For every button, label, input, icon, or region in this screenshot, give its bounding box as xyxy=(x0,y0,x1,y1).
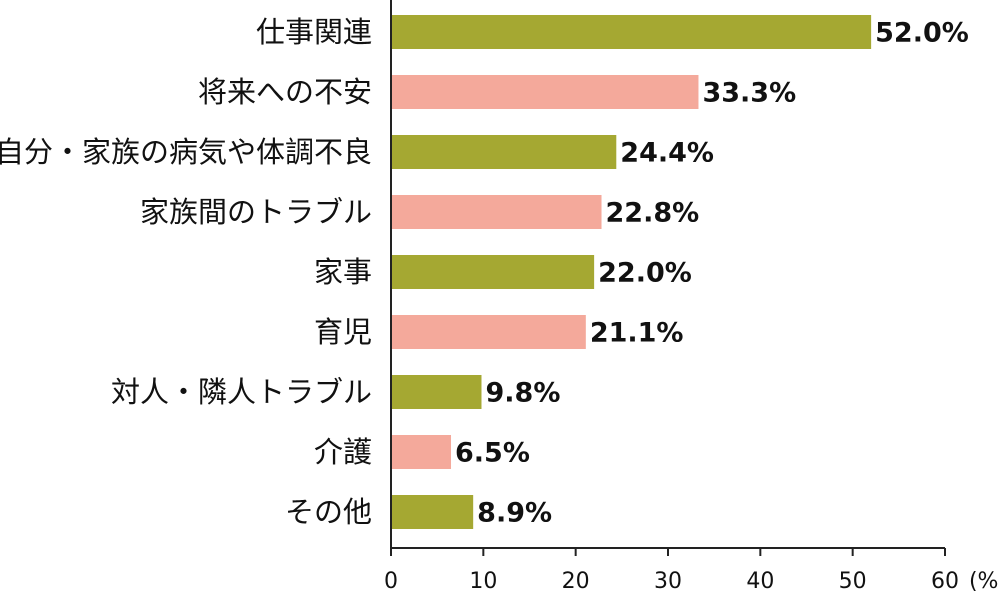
value-label: 9.8% xyxy=(485,378,560,409)
bar xyxy=(391,15,872,49)
x-tick-label: 50 xyxy=(839,569,867,594)
category-label: 仕事関連 xyxy=(256,15,372,49)
value-label: 21.1% xyxy=(590,318,684,349)
category-label: 将来への不安 xyxy=(198,75,372,109)
category-label: 対人・隣人トラブル xyxy=(111,375,372,409)
bar xyxy=(391,435,452,469)
value-label: 33.3% xyxy=(702,78,796,109)
value-label: 6.5% xyxy=(455,438,530,469)
x-tick-label: 20 xyxy=(562,569,590,594)
bar xyxy=(391,195,602,229)
x-tick-label: 10 xyxy=(469,569,497,594)
x-tick-label: 0 xyxy=(384,569,398,594)
x-tick-label: 30 xyxy=(654,569,682,594)
bar xyxy=(391,315,586,349)
value-label: 22.0% xyxy=(598,258,692,289)
bar xyxy=(391,135,617,169)
x-tick-label: 40 xyxy=(746,569,774,594)
bar xyxy=(391,375,482,409)
category-label: 自分・家族の病気や体調不良 xyxy=(0,135,372,169)
category-label: その他 xyxy=(285,495,372,529)
x-tick-label: 60 xyxy=(931,569,959,594)
value-label: 8.9% xyxy=(477,498,552,529)
category-label: 家事 xyxy=(314,255,372,289)
x-axis-label: (%) xyxy=(969,569,1000,594)
value-label: 24.4% xyxy=(620,138,714,169)
category-label: 介護 xyxy=(314,435,372,469)
category-label: 家族間のトラブル xyxy=(140,195,372,229)
category-label: 育児 xyxy=(314,315,372,349)
value-label: 52.0% xyxy=(875,18,969,49)
bar xyxy=(391,255,595,289)
value-label: 22.8% xyxy=(606,198,700,229)
bar xyxy=(391,495,474,529)
bar xyxy=(391,75,699,109)
